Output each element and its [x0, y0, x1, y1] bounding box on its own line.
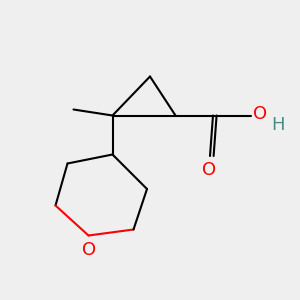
- Text: O: O: [202, 161, 216, 179]
- Text: H: H: [272, 116, 285, 134]
- Text: O: O: [253, 105, 267, 123]
- Text: O: O: [82, 241, 96, 259]
